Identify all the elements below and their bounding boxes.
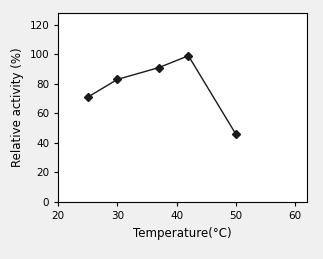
Y-axis label: Relative activity (%): Relative activity (%) — [11, 48, 24, 167]
X-axis label: Temperature(°C): Temperature(°C) — [133, 227, 232, 240]
